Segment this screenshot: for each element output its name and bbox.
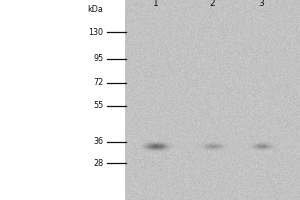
Text: 130: 130 — [88, 28, 104, 37]
Text: 72: 72 — [93, 78, 103, 87]
Text: 36: 36 — [94, 137, 103, 146]
Text: 3: 3 — [259, 0, 264, 8]
Bar — [124, 0, 300, 200]
Text: 2: 2 — [209, 0, 215, 8]
Text: 28: 28 — [93, 159, 103, 168]
Text: kDa: kDa — [88, 4, 103, 14]
Text: 1: 1 — [153, 0, 159, 8]
Bar — [0, 0, 124, 200]
Text: 55: 55 — [93, 101, 103, 110]
Text: 95: 95 — [93, 54, 103, 63]
